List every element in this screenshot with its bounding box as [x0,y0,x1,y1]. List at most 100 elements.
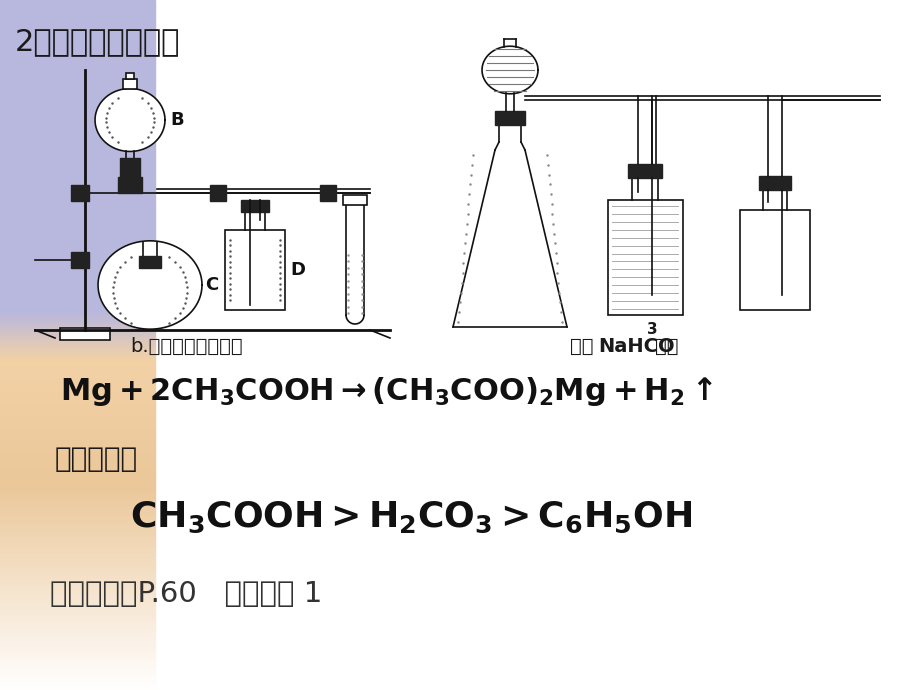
Bar [0,246,154,248]
Bar [0,147,154,150]
Bar [0,515,154,518]
Bar [0,248,154,250]
Bar [0,112,154,115]
Bar [0,492,154,495]
Bar [0,304,154,306]
Bar [0,674,154,676]
Bar [0,502,154,504]
Bar [0,455,154,457]
Bar [0,578,154,580]
Text: D: D [289,261,305,279]
Bar [0,50,154,53]
Bar [0,108,154,110]
Bar [0,292,154,295]
Bar [0,136,154,138]
Bar [0,0,154,2]
Bar [0,540,154,543]
Bar [0,414,154,416]
Bar [0,520,154,522]
Bar [0,430,154,433]
Bar [0,524,154,526]
Bar [0,589,154,591]
Text: 酸性比较：: 酸性比较： [55,445,138,473]
Bar [0,393,154,395]
Text: b.一套简单反应装置: b.一套简单反应装置 [130,337,243,356]
Bar [0,69,154,71]
Bar [0,656,154,658]
Bar [0,207,154,209]
Text: B: B [170,111,184,129]
Bar [628,164,662,178]
Bar [0,545,154,547]
Bar [0,223,154,226]
Bar [0,322,154,324]
Bar [0,326,154,329]
Bar [0,264,154,267]
Bar [0,685,154,688]
Bar [0,161,154,164]
Bar [0,235,154,237]
Text: $\mathbf{CH_3COOH > H_2CO_3 > C_6H_5OH}$: $\mathbf{CH_3COOH > H_2CO_3 > C_6H_5OH}$ [130,500,691,535]
Bar [0,62,154,64]
Bar [0,437,154,440]
Bar [0,30,154,32]
Bar [0,566,154,568]
Bar [0,552,154,554]
Bar [320,185,335,201]
Bar [0,285,154,288]
Bar [494,111,525,125]
Bar [0,131,154,133]
Bar [0,255,154,257]
Bar [0,55,154,57]
Bar [241,200,268,212]
Bar [343,195,367,205]
Bar [0,412,154,414]
Bar [0,504,154,506]
Bar [0,278,154,281]
Text: 3: 3 [646,322,657,337]
Bar [0,46,154,48]
Bar [0,122,154,124]
Bar [0,288,154,290]
Bar [0,368,154,371]
Bar [0,499,154,502]
Bar [0,478,154,481]
Bar [0,23,154,26]
Bar [0,448,154,451]
Bar [0,166,154,168]
Bar [0,253,154,255]
Bar [0,333,154,336]
Bar [0,607,154,609]
Bar [0,580,154,582]
Text: 饱和: 饱和 [570,337,593,356]
Bar [0,340,154,343]
Bar [0,188,154,191]
Bar [0,152,154,154]
Bar [0,649,154,651]
Bar [0,667,154,669]
Bar [118,177,142,193]
Bar [0,209,154,212]
Bar [0,658,154,660]
Bar [0,435,154,437]
Bar [0,575,154,578]
Bar [0,423,154,426]
Bar [0,97,154,99]
Bar [0,433,154,435]
Bar [0,164,154,166]
Bar [0,345,154,347]
Bar [0,647,154,649]
Bar [0,586,154,589]
Bar [0,170,154,172]
Bar [0,200,154,202]
Bar [0,48,154,50]
Bar [0,299,154,302]
Bar [0,168,154,170]
Bar [0,193,154,195]
Bar [0,536,154,538]
Bar [0,442,154,444]
Bar [0,642,154,644]
Bar [0,302,154,304]
Bar [0,428,154,430]
Bar [60,328,110,340]
